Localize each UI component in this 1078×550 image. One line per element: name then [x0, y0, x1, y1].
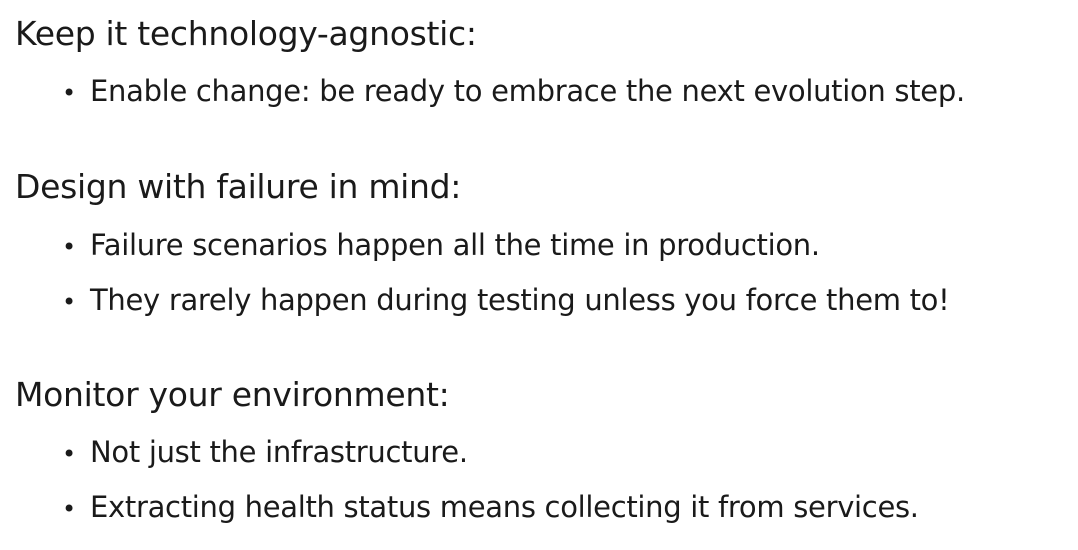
bullet-text: Failure scenarios happen all the time in…: [90, 228, 820, 262]
bullet-text: Not just the infrastructure.: [90, 435, 468, 469]
section-heading: Keep it technology-agnostic:: [15, 14, 477, 53]
section-heading: Design with failure in mind:: [15, 167, 462, 206]
bullet-icon: •: [62, 79, 76, 107]
bullet-icon: •: [62, 495, 76, 523]
bullet-icon: •: [62, 288, 76, 316]
bullet-text: Extracting health status means collectin…: [90, 490, 919, 524]
list-item: • They rarely happen during testing unles…: [62, 282, 950, 320]
list-item: • Enable change: be ready to embrace the …: [62, 73, 965, 111]
bullet-icon: •: [62, 233, 76, 261]
section-heading: Monitor your environment:: [15, 375, 450, 414]
bullet-text: They rarely happen during testing unless…: [90, 283, 950, 317]
list-item: • Extracting health status means collecti…: [62, 489, 919, 527]
bullet-text: Enable change: be ready to embrace the n…: [90, 74, 965, 108]
list-item: • Failure scenarios happen all the time i…: [62, 227, 820, 265]
list-item: • Not just the infrastructure.: [62, 434, 468, 472]
bullet-icon: •: [62, 440, 76, 468]
